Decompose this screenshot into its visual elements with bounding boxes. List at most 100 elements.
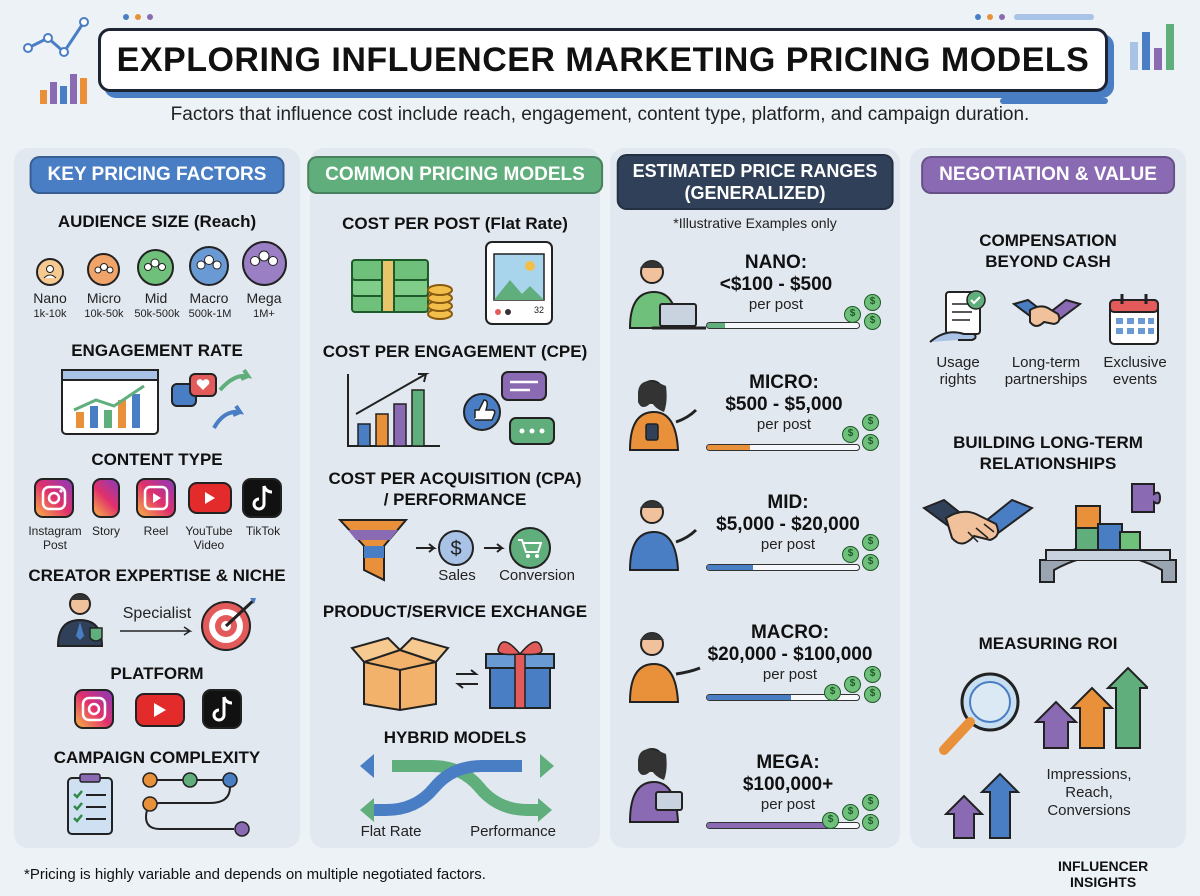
- dollar-coin-icon: $: [862, 434, 879, 451]
- content-type-title: CONTENT TYPE: [91, 450, 223, 469]
- compensation-title-line: BEYOND CASH: [985, 252, 1111, 271]
- negotiation-heading: NEGOTIATION & VALUE: [921, 156, 1175, 194]
- long-term-partnerships-label: Long-term partnerships: [994, 354, 1098, 388]
- tiktok-platform-icon: [202, 689, 242, 729]
- comp-label-line: Long-term: [1011, 354, 1081, 371]
- mega-price-bar: [706, 822, 860, 829]
- tier-range-macro: 500k-1M: [188, 308, 232, 320]
- dollar-coin-icon: $: [862, 794, 879, 811]
- dots-decoration-icon: [975, 14, 1094, 20]
- price-bar-fill: [707, 323, 726, 328]
- content-label-instagram: Instagram Post: [20, 524, 90, 552]
- workflow-path-icon: [142, 772, 250, 837]
- exchange-arrows-icon: [455, 669, 479, 689]
- nano-price-bar: [706, 322, 860, 329]
- mega-audience-icon: [242, 241, 287, 286]
- mid-price-bar: [706, 564, 860, 571]
- platform-title: PLATFORM: [110, 664, 204, 683]
- brand-line: INSIGHTS: [1070, 874, 1137, 890]
- comp-label-line: Usage: [936, 354, 980, 371]
- cpa-title: COST PER ACQUISITION (CPA) / PERFORMANCE: [310, 468, 600, 510]
- hybrid-arrows-icon: [360, 754, 554, 822]
- key-factors-heading: KEY PRICING FACTORS: [29, 156, 285, 194]
- tier-range-micro: 10k-50k: [84, 308, 124, 320]
- post-like-count: 32: [533, 305, 544, 315]
- instagram-platform-icon: [74, 689, 114, 729]
- macro-price-bar: [706, 694, 860, 701]
- tier-range-nano: 1k-10k: [33, 308, 67, 320]
- price-tier-name: MACRO:: [750, 622, 830, 643]
- dollar-coin-icon: $: [862, 534, 879, 551]
- price-ranges-heading-line: (GENERALIZED): [684, 183, 826, 203]
- micro-price-bar: [706, 444, 860, 451]
- brand-line: INFLUENCER: [1058, 858, 1149, 874]
- roi-metric-line: Impressions,: [1046, 766, 1132, 783]
- price-tier-value: <$100 - $500: [719, 274, 833, 295]
- tier-range-mid: 50k-500k: [134, 308, 180, 320]
- target-icon: [201, 598, 256, 651]
- dollar-coin-icon: $: [864, 313, 881, 330]
- tier-name-nano: Nano: [33, 290, 67, 306]
- chart-decoration-icon: [23, 17, 89, 104]
- platform-app-glyphs: [81, 696, 233, 722]
- comp-label-line: events: [1112, 371, 1158, 388]
- dollar-coin-icon: $: [864, 666, 881, 683]
- dollar-coin-icon: $: [862, 554, 879, 571]
- dots-decoration-icon: [123, 14, 153, 20]
- price-tier-value: $100,000+: [742, 774, 834, 795]
- comp-label-line: rights: [939, 371, 977, 388]
- mid-creator-icon: [628, 500, 698, 571]
- comp-label-line: partnerships: [1004, 371, 1088, 388]
- price-bar-fill: [707, 823, 829, 828]
- growth-arrows-icon: [1033, 666, 1148, 749]
- price-tier-value: $5,000 - $20,000: [716, 514, 860, 535]
- dollar-coin-icon: $: [864, 686, 881, 703]
- hybrid-flat-rate-label: Flat Rate: [360, 823, 422, 840]
- social-post-icon: [485, 241, 553, 325]
- exclusive-events-label: Exclusive events: [1096, 354, 1174, 388]
- pricing-models-heading: COMMON PRICING MODELS: [307, 156, 603, 194]
- content-app-glyphs: [41, 485, 273, 511]
- title-banner: EXPLORING INFLUENCER MARKETING PRICING M…: [98, 28, 1108, 92]
- tier-name-mid: Mid: [144, 290, 168, 306]
- key-factors-panel: KEY PRICING FACTORS AUDIENCE SIZE (Reach…: [14, 148, 300, 848]
- price-tier-unit: per post: [756, 416, 812, 433]
- measuring-roi-title: MEASURING ROI: [978, 634, 1118, 653]
- tier-range-mega: 1M+: [253, 308, 275, 320]
- price-tier-unit: per post: [760, 796, 816, 813]
- price-tier-name: MICRO:: [749, 372, 819, 393]
- dollar-coin-icon: $: [824, 684, 841, 701]
- negotiation-panel: NEGOTIATION & VALUE COMPENSATION BEYOND …: [910, 148, 1186, 848]
- creator-expertise-title: CREATOR EXPERTISE & NICHE: [28, 566, 286, 585]
- price-tier-unit: per post: [762, 666, 818, 683]
- price-tier-name: MID:: [767, 492, 809, 513]
- nano-price-block: NANO: <$100 - $500 per post: [700, 252, 852, 314]
- page-title: EXPLORING INFLUENCER MARKETING PRICING M…: [116, 40, 1090, 79]
- content-label-line: YouTube: [185, 524, 233, 538]
- illustrative-note: *Illustrative Examples only: [673, 215, 837, 231]
- content-label-story: Story: [91, 524, 120, 538]
- relationships-title: BUILDING LONG-TERM RELATIONSHIPS: [910, 432, 1186, 474]
- specialist-person-icon: [56, 593, 104, 647]
- sales-flow-icon: $: [416, 527, 551, 569]
- exchange-title: PRODUCT/SERVICE EXCHANGE: [322, 602, 588, 621]
- brand-logo: INFLUENCER INSIGHTS: [1058, 858, 1148, 890]
- cpe-title: COST PER ENGAGEMENT (CPE): [322, 342, 588, 361]
- handshake-small-icon: [1012, 298, 1082, 327]
- price-ranges-heading: ESTIMATED PRICE RANGES (GENERALIZED): [616, 154, 894, 210]
- content-label-line: Post: [42, 538, 67, 552]
- micro-audience-icon: [87, 253, 120, 286]
- nano-creator-icon: [628, 260, 706, 330]
- price-ranges-panel: ESTIMATED PRICE RANGES (GENERALIZED) *Il…: [610, 148, 900, 848]
- calendar-icon: [1109, 294, 1159, 345]
- dollar-coin-icon: $: [844, 676, 861, 693]
- content-label-tiktok: TikTok: [245, 524, 281, 538]
- small-growth-arrows-icon: [944, 772, 1021, 839]
- conversion-label: Conversion: [499, 567, 575, 584]
- specialist-arrow-icon: [120, 626, 193, 636]
- dollar-coin-icon: $: [844, 306, 861, 323]
- comp-label-line: Exclusive: [1103, 354, 1167, 371]
- audience-size-title: AUDIENCE SIZE (Reach): [57, 212, 257, 231]
- price-tier-value: $20,000 - $100,000: [707, 644, 873, 665]
- mega-creator-icon: [628, 748, 683, 823]
